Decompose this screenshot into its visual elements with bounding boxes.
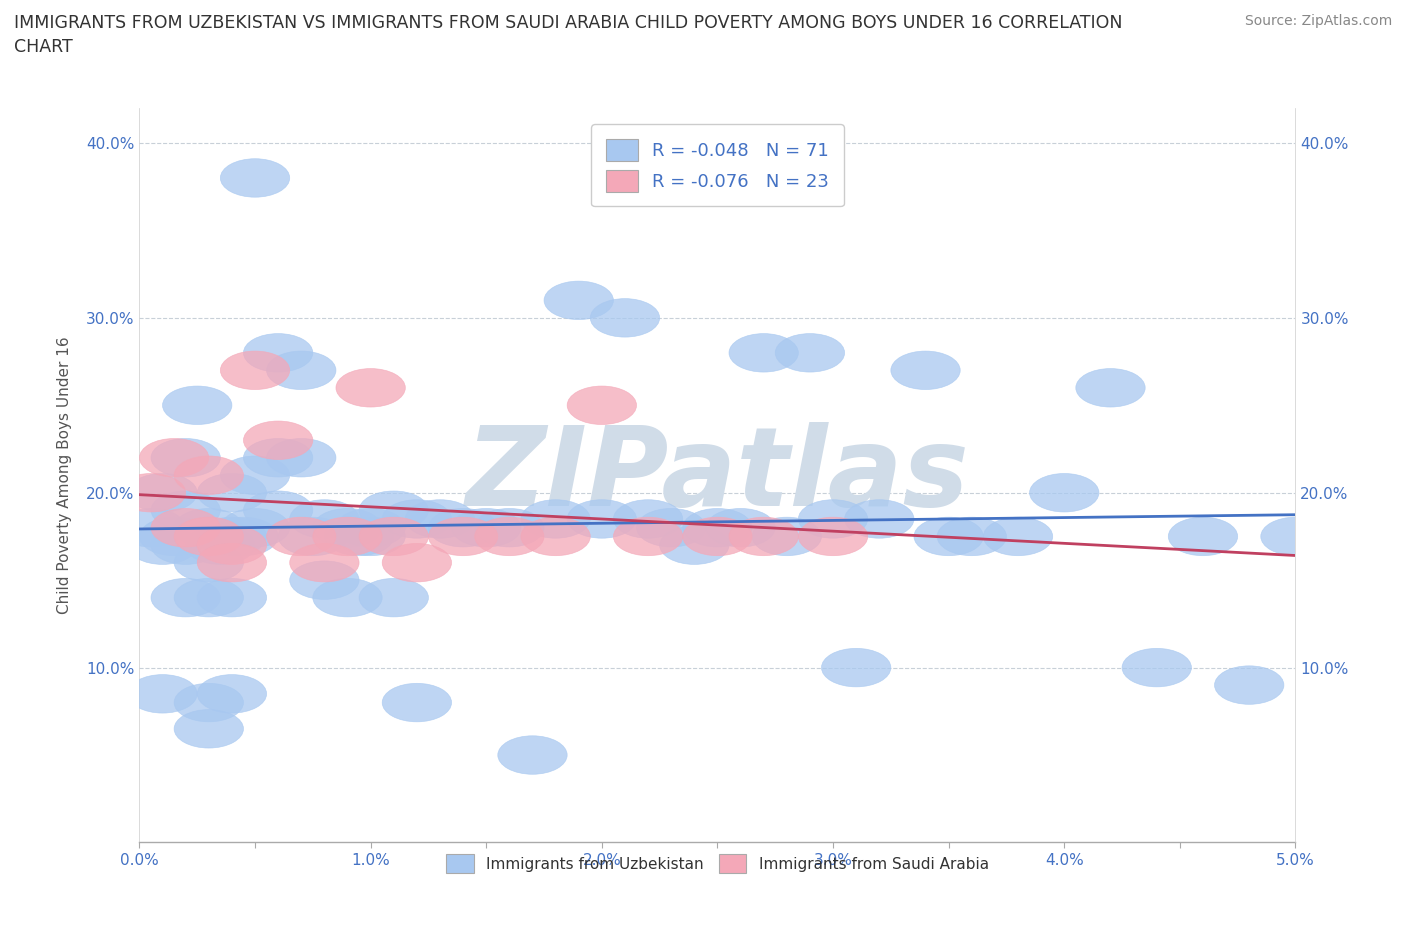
Ellipse shape <box>290 499 359 538</box>
Ellipse shape <box>775 334 845 372</box>
Ellipse shape <box>312 578 382 617</box>
Text: IMMIGRANTS FROM UZBEKISTAN VS IMMIGRANTS FROM SAUDI ARABIA CHILD POVERTY AMONG B: IMMIGRANTS FROM UZBEKISTAN VS IMMIGRANTS… <box>14 14 1122 56</box>
Ellipse shape <box>683 509 752 547</box>
Ellipse shape <box>382 543 451 582</box>
Ellipse shape <box>290 561 359 600</box>
Ellipse shape <box>451 509 520 547</box>
Ellipse shape <box>429 509 498 547</box>
Ellipse shape <box>150 509 221 547</box>
Ellipse shape <box>221 159 290 197</box>
Ellipse shape <box>1029 473 1099 512</box>
Ellipse shape <box>139 517 209 556</box>
Ellipse shape <box>163 386 232 424</box>
Ellipse shape <box>498 736 567 775</box>
Ellipse shape <box>845 499 914 538</box>
Ellipse shape <box>174 456 243 495</box>
Ellipse shape <box>936 517 1007 556</box>
Ellipse shape <box>405 499 475 538</box>
Ellipse shape <box>243 421 312 459</box>
Legend: Immigrants from Uzbekistan, Immigrants from Saudi Arabia: Immigrants from Uzbekistan, Immigrants f… <box>440 848 995 879</box>
Ellipse shape <box>613 517 683 556</box>
Ellipse shape <box>221 456 290 495</box>
Ellipse shape <box>267 517 336 556</box>
Ellipse shape <box>186 526 254 565</box>
Ellipse shape <box>325 517 394 556</box>
Ellipse shape <box>382 684 451 722</box>
Ellipse shape <box>1076 368 1144 407</box>
Ellipse shape <box>359 578 429 617</box>
Ellipse shape <box>567 499 637 538</box>
Ellipse shape <box>139 439 209 477</box>
Ellipse shape <box>278 517 347 556</box>
Ellipse shape <box>197 674 267 713</box>
Ellipse shape <box>197 543 267 582</box>
Ellipse shape <box>983 517 1053 556</box>
Ellipse shape <box>914 517 983 556</box>
Ellipse shape <box>312 509 382 547</box>
Ellipse shape <box>174 517 243 556</box>
Ellipse shape <box>752 517 821 556</box>
Ellipse shape <box>197 578 267 617</box>
Ellipse shape <box>117 473 186 512</box>
Ellipse shape <box>197 517 267 556</box>
Y-axis label: Child Poverty Among Boys Under 16: Child Poverty Among Boys Under 16 <box>58 337 72 614</box>
Ellipse shape <box>174 684 243 722</box>
Ellipse shape <box>567 386 637 424</box>
Ellipse shape <box>544 281 613 320</box>
Ellipse shape <box>128 674 197 713</box>
Ellipse shape <box>683 517 752 556</box>
Ellipse shape <box>475 509 544 547</box>
Ellipse shape <box>243 334 312 372</box>
Ellipse shape <box>243 439 312 477</box>
Ellipse shape <box>1261 517 1330 556</box>
Ellipse shape <box>359 517 429 556</box>
Ellipse shape <box>150 439 221 477</box>
Text: ZIPatlas: ZIPatlas <box>465 421 969 529</box>
Ellipse shape <box>1215 666 1284 704</box>
Ellipse shape <box>799 517 868 556</box>
Ellipse shape <box>382 499 451 538</box>
Ellipse shape <box>591 299 659 337</box>
Ellipse shape <box>429 517 498 556</box>
Ellipse shape <box>128 473 197 512</box>
Ellipse shape <box>174 543 243 582</box>
Ellipse shape <box>891 352 960 390</box>
Ellipse shape <box>659 526 728 565</box>
Ellipse shape <box>221 352 290 390</box>
Ellipse shape <box>290 543 359 582</box>
Ellipse shape <box>174 710 243 748</box>
Ellipse shape <box>174 509 243 547</box>
Ellipse shape <box>706 509 775 547</box>
Ellipse shape <box>221 509 290 547</box>
Ellipse shape <box>359 491 429 529</box>
Ellipse shape <box>1122 648 1191 687</box>
Ellipse shape <box>821 648 891 687</box>
Ellipse shape <box>475 517 544 556</box>
Ellipse shape <box>197 526 267 565</box>
Ellipse shape <box>150 491 221 529</box>
Ellipse shape <box>728 517 799 556</box>
Ellipse shape <box>150 526 221 565</box>
Ellipse shape <box>312 517 382 556</box>
Ellipse shape <box>1168 517 1237 556</box>
Ellipse shape <box>613 499 683 538</box>
Ellipse shape <box>728 334 799 372</box>
Ellipse shape <box>150 578 221 617</box>
Ellipse shape <box>128 526 197 565</box>
Ellipse shape <box>209 517 278 556</box>
Ellipse shape <box>267 439 336 477</box>
Ellipse shape <box>520 499 591 538</box>
Ellipse shape <box>799 499 868 538</box>
Ellipse shape <box>117 509 186 547</box>
Ellipse shape <box>243 491 312 529</box>
Ellipse shape <box>267 352 336 390</box>
Ellipse shape <box>174 578 243 617</box>
Ellipse shape <box>197 473 267 512</box>
Ellipse shape <box>336 368 405 407</box>
Ellipse shape <box>336 509 405 547</box>
Text: Source: ZipAtlas.com: Source: ZipAtlas.com <box>1244 14 1392 28</box>
Ellipse shape <box>336 517 405 556</box>
Ellipse shape <box>637 509 706 547</box>
Ellipse shape <box>520 517 591 556</box>
